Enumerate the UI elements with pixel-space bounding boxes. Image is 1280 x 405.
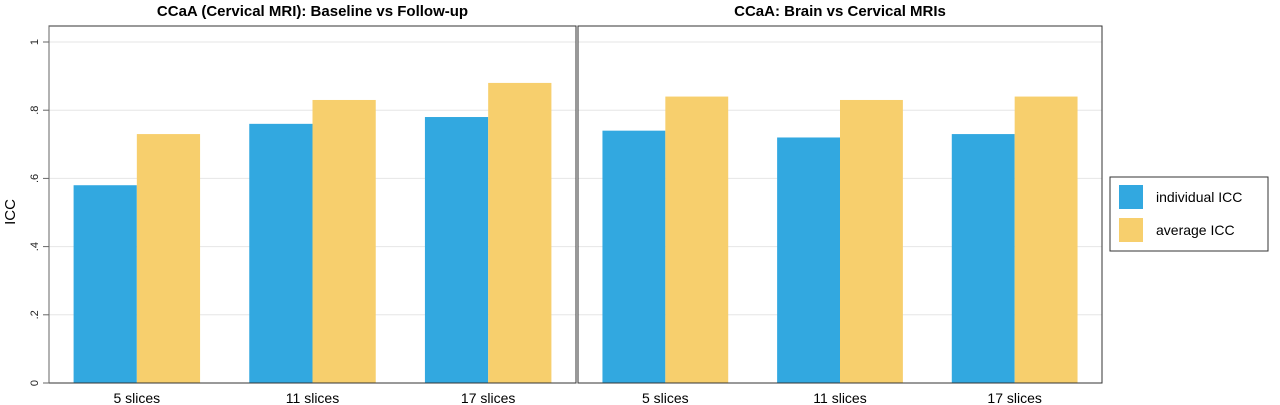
legend-label: individual ICC [1156, 189, 1242, 205]
bar-average-icc [312, 99, 376, 383]
legend-swatch [1119, 185, 1143, 209]
panel-title: CCaA: Brain vs Cervical MRIs [734, 3, 946, 20]
category-label: 17 slices [461, 390, 515, 405]
panels-layer: 5 slices 11 slices 17 slices CCaA (Cervical… [48, 3, 1103, 405]
panel-frame [577, 25, 1103, 384]
bar-individual-icc [73, 185, 137, 383]
category-label: 17 slices [987, 390, 1041, 405]
y-tick-label: 1 [29, 39, 41, 45]
legend: individual ICC average ICC [1109, 176, 1269, 252]
bar-individual-icc [951, 134, 1015, 383]
panel-title: CCaA (Cervical MRI): Baseline vs Follow-… [157, 3, 468, 20]
bar-average-icc [1014, 96, 1078, 383]
category-label: 5 slices [113, 390, 160, 405]
bar-average-icc [840, 99, 903, 383]
legend-label: average ICC [1156, 222, 1235, 238]
bar-individual-icc [424, 117, 489, 384]
y-tick-label: .4 [29, 242, 41, 251]
legend-swatch [1119, 218, 1143, 242]
bar-average-icc [665, 96, 729, 383]
bar-individual-icc [249, 123, 313, 383]
bar-average-icc [136, 134, 201, 383]
category-label: 11 slices [813, 390, 866, 405]
y-tick-label: .6 [29, 174, 41, 183]
y-axis: 0 .2 .4 .6 .8 1 [29, 26, 50, 386]
y-axis-label: ICC [2, 199, 19, 225]
panel-2: 5 slices 11 slices 17 slices CCaA: Brain vs… [577, 3, 1103, 405]
bar-individual-icc [602, 130, 666, 383]
panel-1: 5 slices 11 slices 17 slices CCaA (Cervical… [48, 3, 577, 405]
bar-individual-icc [777, 137, 840, 383]
y-tick-label: .2 [29, 310, 41, 319]
category-label: 5 slices [642, 390, 689, 405]
bar-average-icc [488, 82, 552, 384]
y-tick-label: 0 [29, 380, 41, 386]
y-tick-label: .8 [29, 106, 41, 115]
category-label: 11 slices [286, 390, 339, 405]
